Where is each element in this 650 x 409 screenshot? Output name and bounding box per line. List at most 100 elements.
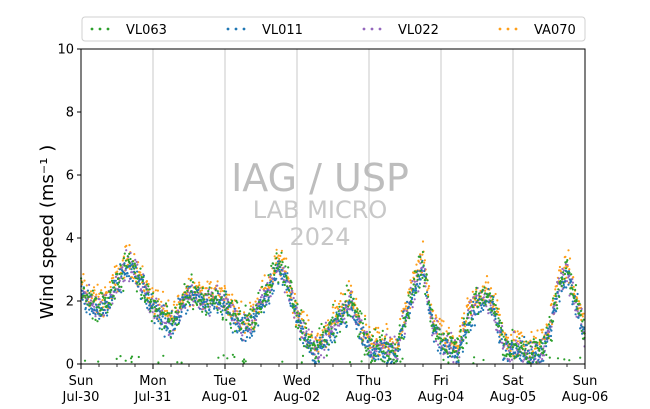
data-point bbox=[510, 333, 513, 336]
data-point bbox=[550, 323, 554, 326]
data-point bbox=[436, 335, 439, 338]
data-point bbox=[237, 319, 240, 322]
data-point bbox=[186, 309, 189, 312]
data-point bbox=[333, 299, 337, 303]
data-point bbox=[130, 355, 134, 358]
data-point bbox=[446, 334, 449, 337]
data-point bbox=[294, 325, 297, 328]
data-point bbox=[97, 312, 100, 315]
data-point bbox=[151, 295, 154, 298]
data-point bbox=[505, 336, 508, 339]
data-point bbox=[97, 303, 100, 306]
x-tick-label-date: Aug-01 bbox=[202, 390, 249, 405]
data-point bbox=[304, 322, 307, 325]
data-point bbox=[169, 332, 173, 335]
data-point bbox=[257, 291, 260, 295]
data-point bbox=[398, 332, 401, 335]
data-point bbox=[570, 280, 573, 283]
data-point bbox=[532, 338, 535, 341]
data-point bbox=[536, 344, 539, 347]
data-point bbox=[508, 342, 511, 346]
data-point bbox=[556, 280, 559, 284]
data-point bbox=[335, 305, 339, 308]
data-point bbox=[221, 289, 224, 292]
data-point bbox=[170, 311, 173, 314]
data-point bbox=[160, 320, 163, 323]
data-point bbox=[248, 323, 252, 326]
data-point bbox=[359, 310, 362, 313]
data-point bbox=[194, 296, 198, 299]
data-point bbox=[162, 307, 165, 310]
data-point bbox=[394, 343, 397, 346]
data-point bbox=[487, 287, 490, 291]
data-point bbox=[383, 339, 386, 342]
data-point bbox=[355, 297, 358, 300]
data-point bbox=[451, 355, 454, 358]
data-point bbox=[495, 323, 498, 326]
data-point bbox=[494, 292, 497, 296]
data-point bbox=[449, 336, 452, 339]
data-point bbox=[471, 306, 475, 309]
data-point bbox=[458, 356, 461, 359]
data-point bbox=[321, 333, 324, 336]
data-point bbox=[461, 350, 464, 353]
data-point bbox=[189, 279, 192, 282]
data-point bbox=[302, 342, 305, 345]
data-point bbox=[478, 292, 481, 295]
data-point bbox=[564, 267, 568, 270]
data-point bbox=[281, 261, 284, 264]
data-point bbox=[400, 336, 403, 339]
data-point bbox=[353, 304, 356, 307]
data-point bbox=[165, 329, 168, 332]
data-point bbox=[427, 285, 431, 288]
data-point bbox=[473, 311, 476, 314]
data-point bbox=[282, 266, 285, 269]
data-point bbox=[521, 334, 524, 338]
data-point bbox=[430, 324, 433, 327]
data-point bbox=[488, 308, 491, 311]
data-point bbox=[468, 301, 471, 304]
data-point bbox=[143, 294, 146, 297]
data-point bbox=[244, 304, 247, 307]
data-point bbox=[92, 286, 96, 289]
data-point bbox=[547, 323, 551, 326]
data-point bbox=[290, 298, 293, 301]
data-point bbox=[274, 263, 277, 267]
data-point bbox=[385, 342, 388, 345]
data-point bbox=[358, 317, 361, 320]
data-point bbox=[451, 335, 454, 338]
data-point bbox=[198, 307, 202, 310]
data-point bbox=[118, 285, 121, 288]
data-point bbox=[469, 299, 472, 302]
data-point bbox=[580, 307, 583, 310]
data-point bbox=[253, 330, 256, 333]
data-point bbox=[175, 303, 178, 306]
data-point bbox=[511, 328, 514, 331]
data-point bbox=[379, 358, 383, 361]
data-point bbox=[272, 262, 275, 265]
data-point bbox=[243, 311, 246, 314]
data-point bbox=[124, 268, 127, 272]
legend-item-vl022: VL022 bbox=[362, 23, 439, 38]
data-point bbox=[239, 310, 242, 313]
data-point bbox=[341, 312, 344, 315]
data-point bbox=[231, 331, 234, 334]
data-point bbox=[505, 333, 508, 336]
data-point bbox=[84, 306, 87, 310]
data-point bbox=[145, 280, 148, 283]
data-point bbox=[118, 290, 121, 293]
data-point bbox=[297, 324, 300, 327]
data-point bbox=[228, 304, 231, 308]
data-point bbox=[545, 345, 548, 348]
data-point bbox=[447, 326, 450, 329]
data-point bbox=[101, 292, 104, 295]
data-point bbox=[269, 276, 272, 279]
data-point bbox=[467, 303, 470, 307]
data-point bbox=[158, 307, 161, 310]
data-point bbox=[376, 339, 379, 343]
data-point bbox=[443, 351, 446, 354]
data-point bbox=[194, 299, 197, 302]
data-point bbox=[289, 302, 292, 305]
data-point bbox=[437, 343, 440, 346]
data-point bbox=[92, 291, 95, 295]
